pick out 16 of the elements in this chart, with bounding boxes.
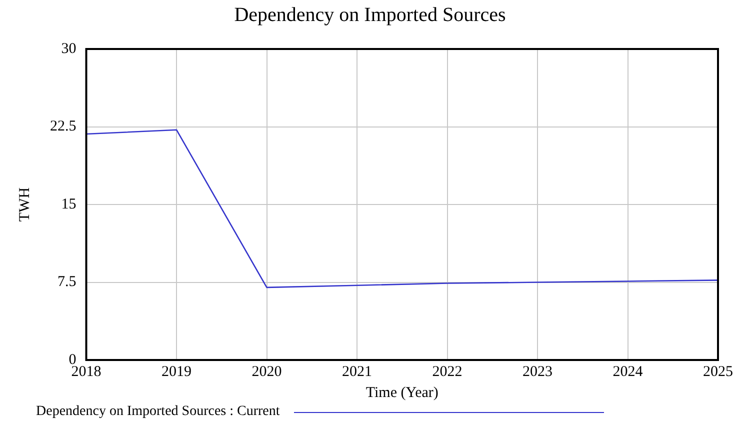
- y-tick-label: 15: [61, 196, 76, 212]
- x-tick-label: 2023: [522, 364, 552, 380]
- chart-title: Dependency on Imported Sources: [233, 4, 507, 27]
- x-tick-label: 2019: [162, 364, 192, 380]
- y-tick-label: 30: [61, 40, 76, 57]
- x-tick-label: 2022: [432, 364, 462, 380]
- text: Dependency on Imported Sources : Current: [36, 404, 280, 420]
- x-tick-label: 2024: [612, 364, 644, 380]
- x-tick-label: 2025: [703, 364, 733, 380]
- y-tick-label: 7.5: [58, 274, 76, 290]
- y-tick-label: 22.5: [50, 118, 76, 135]
- x-axis-title: Time (Year): [366, 384, 438, 401]
- x-tick-label: 2021: [342, 364, 372, 380]
- y-axis-title: TWH: [16, 187, 33, 222]
- x-tick-label: 2020: [252, 364, 282, 380]
- x-tick-label: 2018: [71, 364, 102, 380]
